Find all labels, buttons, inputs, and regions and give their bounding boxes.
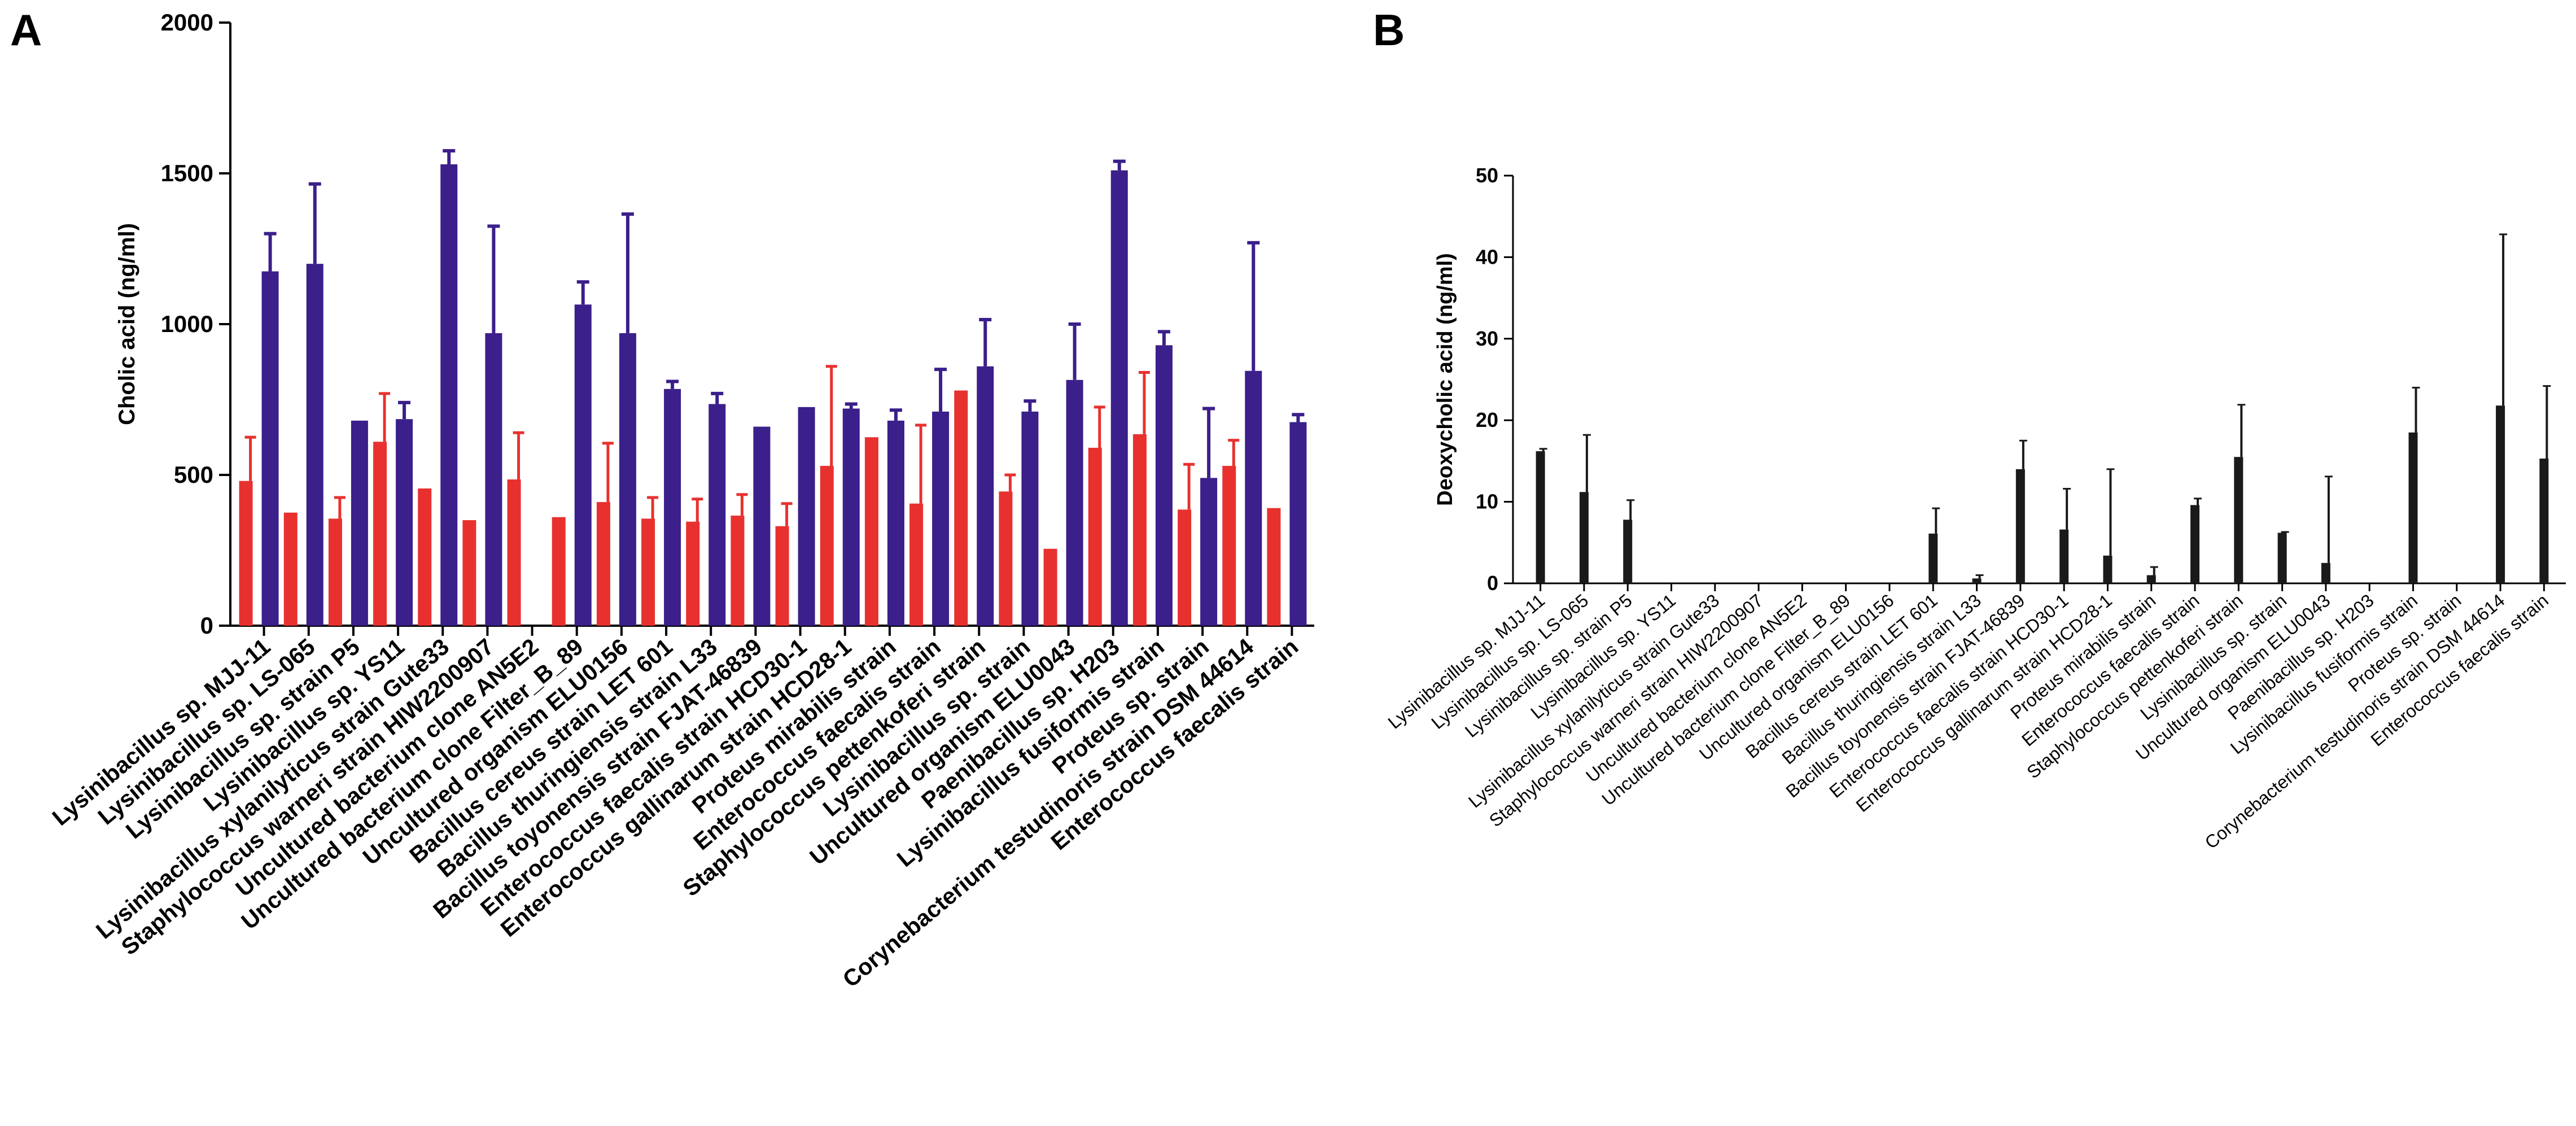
y-axis-title-b: Deoxycholic acid (ng/ml) [1433,253,1457,506]
bar-red [641,518,655,626]
bar-purple [1021,411,1039,626]
bar-red [1132,434,1147,626]
bar-purple [1110,170,1128,626]
bar-purple [619,333,636,626]
bar-b [2234,457,2243,583]
bar-red [1222,465,1236,626]
bar-red [775,526,789,626]
y-tick-label-a: 0 [200,612,213,639]
bar-b [2277,533,2287,583]
bar-b [2496,405,2505,583]
y-tick-label-a: 2000 [161,9,213,36]
bar-b [1579,492,1589,583]
bar-purple [977,366,994,626]
bar-red [954,390,968,626]
bar-purple [1066,379,1083,626]
y-tick-label-b: 40 [1476,245,1498,268]
bar-red [909,503,924,626]
bar-purple [798,407,815,626]
bar-purple [396,419,413,626]
y-tick-label-b: 10 [1476,490,1498,513]
bar-b [2146,575,2156,583]
bar-purple [1200,478,1218,626]
bar-red [731,516,745,626]
panel-label-a: A [10,5,42,55]
bar-red [418,488,432,626]
bar-red [328,518,342,626]
bar-b [2059,529,2069,583]
bar-b [2103,555,2113,583]
y-axis-title-a: Cholic acid (ng/ml) [115,223,139,425]
bar-b [1972,578,1982,583]
bar-red [864,437,878,626]
bar-red [1267,508,1281,626]
y-tick-label-b: 20 [1476,408,1498,431]
y-tick-label-b: 30 [1476,327,1498,350]
bar-purple [1155,345,1173,626]
bar-purple [440,164,458,626]
bar-red [596,502,610,626]
bar-purple [1245,370,1262,626]
bar-b [2321,562,2330,583]
bar-purple [887,420,904,626]
bar-purple [1289,422,1307,626]
bar-b [2015,469,2025,583]
bar-b [2408,432,2418,583]
bar-b [1623,520,1633,583]
bar-red [686,521,700,626]
bar-red [283,512,298,626]
bar-purple [261,271,279,626]
bar-b [2539,459,2549,583]
bar-red [999,491,1013,626]
bar-purple [932,411,950,626]
y-tick-label-b: 50 [1476,164,1498,187]
bar-purple [351,420,368,626]
bar-purple [485,333,502,626]
bar-purple [842,408,860,626]
bar-purple [753,426,771,626]
bar-purple [708,404,726,626]
bar-red [1088,447,1102,626]
bar-red [820,465,834,626]
bar-red [1178,509,1192,626]
bar-red [373,442,387,626]
bar-red [507,479,521,626]
y-tick-label-b: 0 [1487,571,1498,595]
bar-red [552,517,566,626]
y-tick-label-a: 500 [174,461,213,488]
bar-b [1536,451,1545,583]
bar-red [1043,548,1057,626]
bar-red [462,520,476,626]
bar-red [239,481,253,626]
bar-b [1928,533,1938,583]
y-tick-label-a: 1500 [161,160,213,186]
bar-purple [574,304,592,626]
bar-purple [306,264,323,626]
y-tick-label-a: 1000 [161,311,213,337]
panel-label-b: B [1373,5,1405,55]
bar-b [2190,505,2200,583]
bar-purple [664,389,681,626]
